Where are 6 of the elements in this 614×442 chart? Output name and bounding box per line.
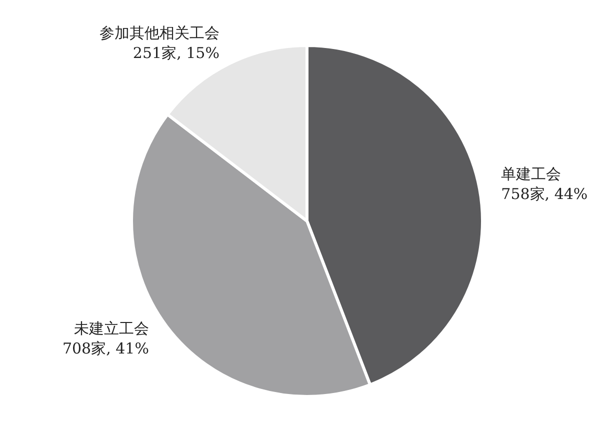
data-label: 708家, 41%: [62, 339, 149, 358]
data-label: 251家, 15%: [132, 44, 220, 62]
data-label: 758家, 44%: [501, 184, 588, 203]
slice-label: 单建工会: [501, 164, 562, 183]
slice-label: 未建立工会: [74, 319, 149, 338]
slice-label: 参加其他相关工会: [99, 24, 220, 42]
